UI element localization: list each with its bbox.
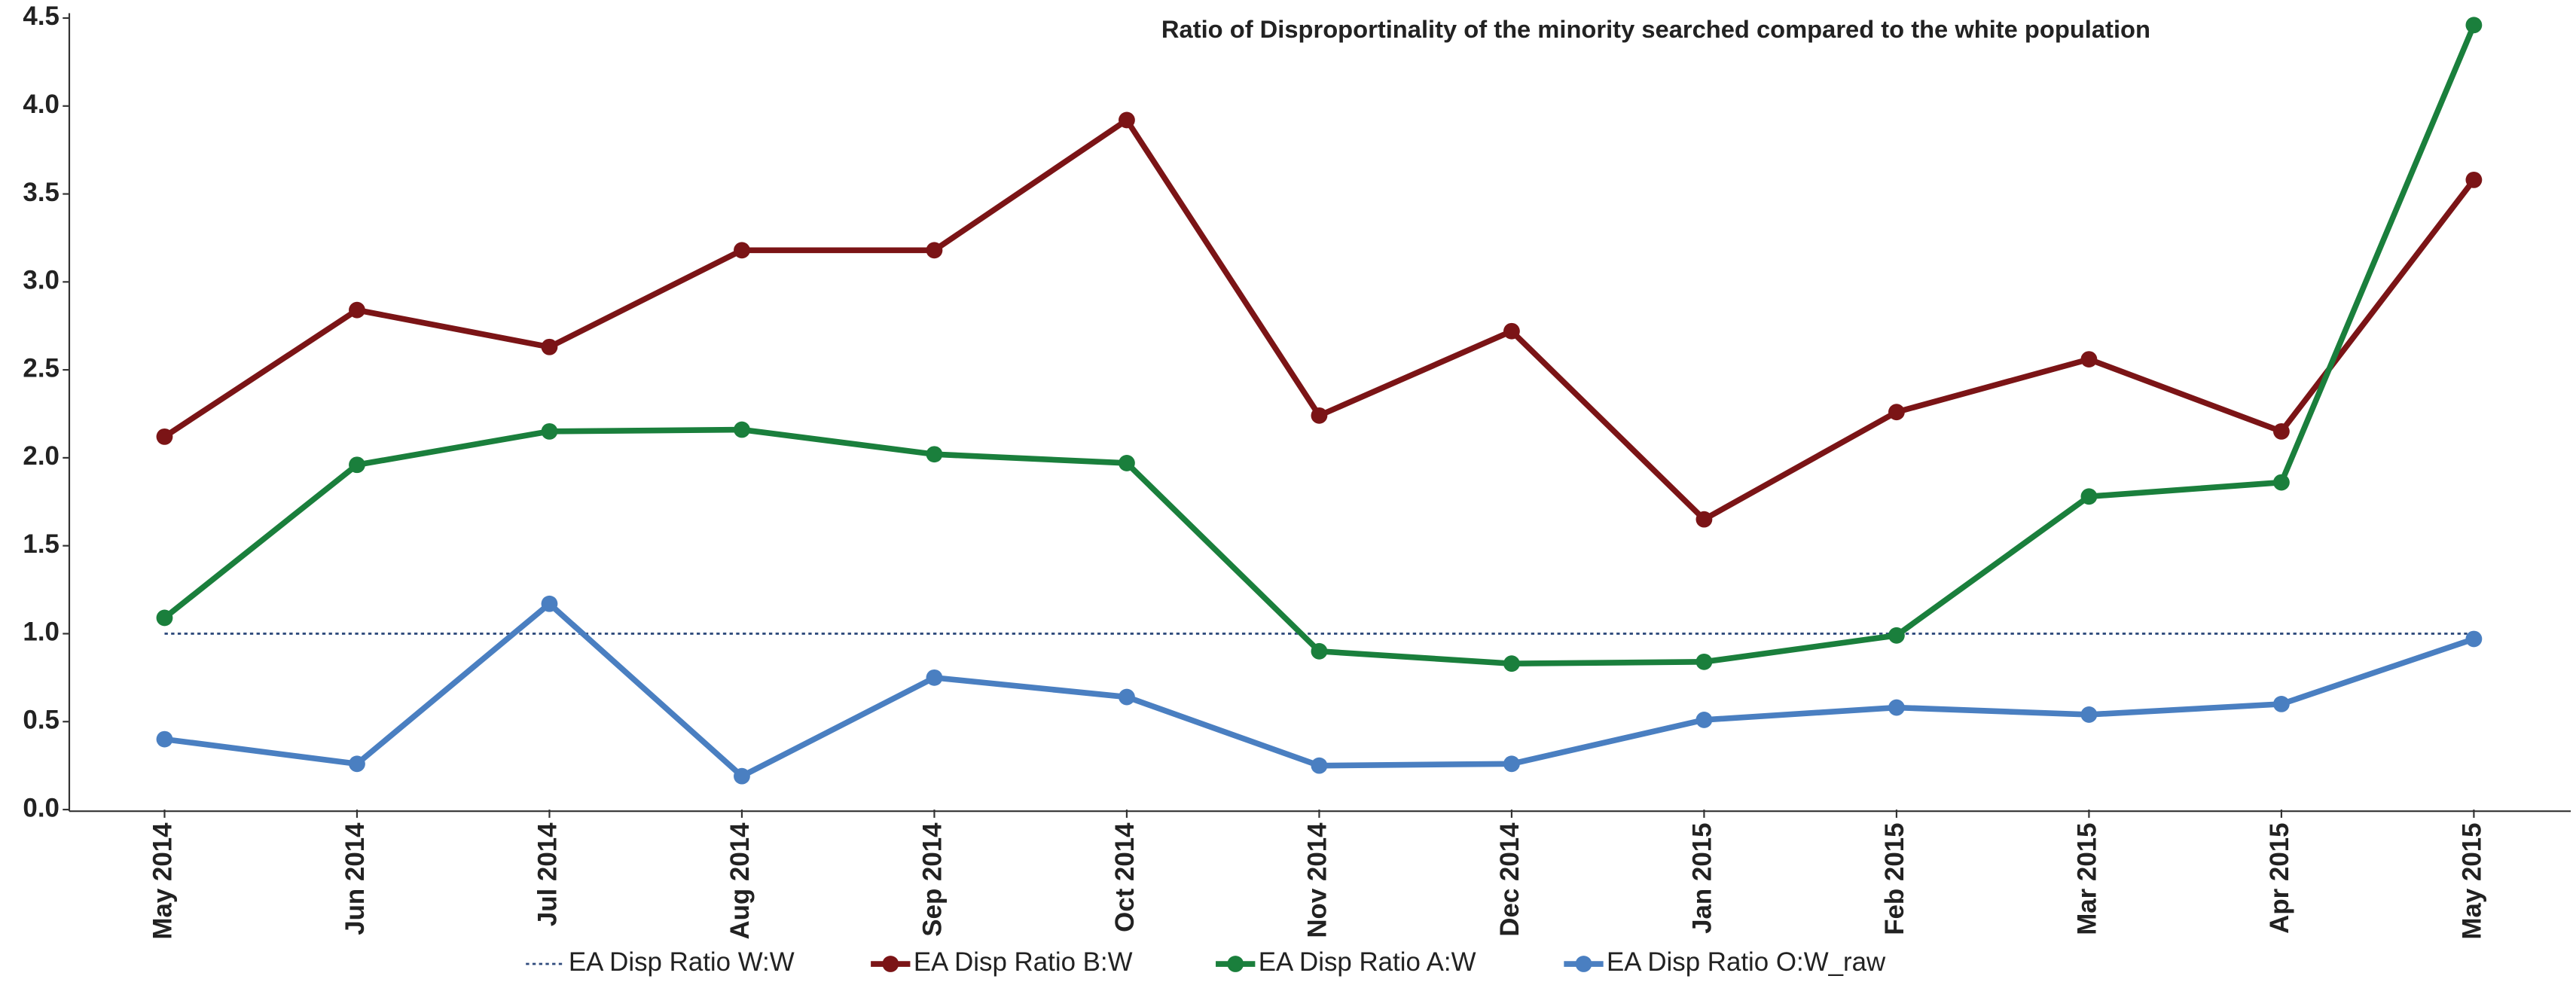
data-point	[2080, 351, 2098, 368]
data-point	[734, 242, 750, 259]
data-point	[2080, 488, 2098, 505]
data-point	[1503, 655, 1520, 672]
data-point	[1695, 653, 1713, 670]
data-point	[1311, 407, 1328, 424]
data-point	[926, 242, 943, 259]
data-point	[2465, 17, 2483, 34]
data-point	[1119, 455, 1135, 471]
data-point	[2272, 474, 2290, 491]
x-tick-label: May 2015	[2458, 822, 2487, 939]
legend-label: EA Disp Ratio O:W_raw	[1607, 947, 1886, 977]
chart-title: Ratio of Disproportinality of the minori…	[1161, 15, 2150, 43]
y-tick-label: 0.0	[23, 793, 59, 822]
data-point	[1695, 712, 1713, 728]
x-tick-label: Aug 2014	[725, 822, 755, 940]
data-point	[1695, 511, 1713, 528]
x-tick-label: Jun 2014	[340, 822, 370, 935]
data-point	[926, 669, 943, 686]
data-point	[1888, 699, 1905, 716]
data-point	[1503, 322, 1520, 340]
data-point	[349, 755, 365, 773]
data-point	[1311, 642, 1328, 660]
y-tick-label: 4.0	[23, 90, 59, 119]
x-tick-label: Jul 2014	[533, 822, 563, 926]
y-tick-label: 0.5	[23, 705, 59, 734]
data-point	[1119, 688, 1135, 706]
data-point	[1311, 757, 1328, 774]
legend-marker	[882, 956, 899, 972]
y-tick-label: 4.5	[23, 2, 59, 31]
data-point	[2465, 171, 2483, 188]
data-point	[156, 730, 173, 748]
series-line	[163, 599, 2475, 780]
data-point	[734, 767, 750, 785]
data-point	[541, 422, 558, 440]
legend-label: EA Disp Ratio W:W	[569, 947, 795, 977]
legend-marker	[1575, 956, 1592, 972]
x-tick-label: Oct 2014	[1110, 822, 1140, 932]
legend-marker	[1227, 956, 1244, 972]
x-tick-label: May 2014	[148, 822, 178, 940]
data-point	[2080, 706, 2098, 723]
series-line	[163, 116, 2477, 523]
data-point	[734, 421, 750, 438]
y-tick-label: 1.0	[23, 618, 59, 647]
data-point	[541, 338, 558, 355]
data-point	[2465, 630, 2483, 648]
legend-label: EA Disp Ratio B:W	[914, 947, 1133, 977]
x-tick-label: Feb 2015	[1880, 822, 1909, 935]
data-point	[1888, 404, 1905, 421]
data-point	[1119, 111, 1135, 129]
data-point	[156, 428, 173, 445]
data-point	[156, 609, 173, 627]
x-tick-label: Sep 2014	[918, 822, 948, 937]
series-line	[163, 23, 2477, 666]
x-tick-label: Nov 2014	[1303, 822, 1332, 938]
data-point	[2272, 695, 2290, 712]
x-tick-label: Dec 2014	[1495, 822, 1525, 937]
x-tick-label: Jan 2015	[1688, 822, 1717, 933]
y-tick-label: 2.5	[23, 353, 59, 383]
data-point	[1503, 755, 1520, 773]
data-point	[541, 595, 558, 612]
y-tick-label: 1.5	[23, 529, 59, 559]
y-tick-label: 3.0	[23, 266, 59, 295]
data-point	[349, 301, 365, 319]
y-tick-label: 3.5	[23, 178, 59, 207]
y-tick-label: 2.0	[23, 441, 59, 471]
x-tick-label: Apr 2015	[2265, 822, 2294, 933]
data-point	[349, 456, 365, 474]
data-point	[926, 446, 943, 463]
data-point	[1888, 627, 1905, 644]
legend-label: EA Disp Ratio A:W	[1259, 947, 1476, 977]
x-tick-label: Mar 2015	[2073, 822, 2102, 935]
data-point	[2272, 422, 2290, 440]
